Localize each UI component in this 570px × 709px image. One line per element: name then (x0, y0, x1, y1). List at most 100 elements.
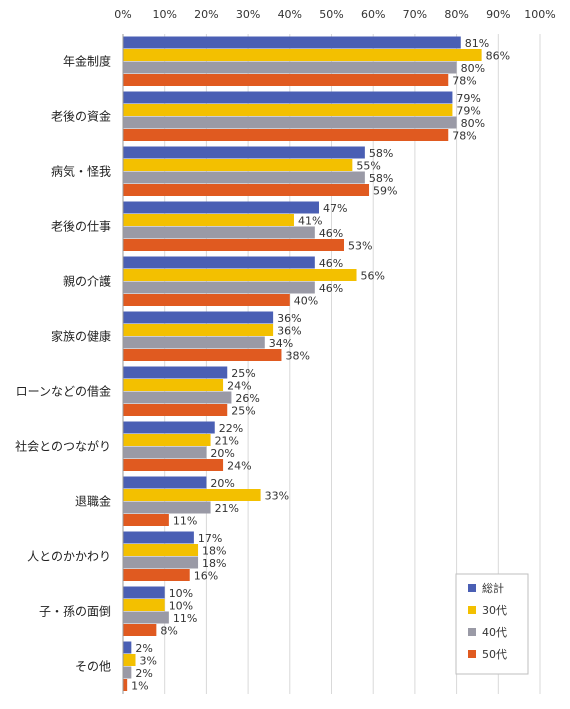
x-axis-ticks: 0% 10% 20% 30% 40% 50% 60% 70% 80% 90% 100% (114, 8, 555, 21)
x-tick-label: 0% (114, 8, 131, 21)
data-label: 8% (160, 625, 177, 638)
data-label: 40% (294, 295, 318, 308)
category-label: その他 (75, 660, 111, 674)
data-label: 25% (231, 367, 255, 380)
bar (123, 324, 274, 336)
bar (123, 544, 199, 556)
bar (123, 336, 265, 349)
bar (123, 379, 224, 391)
legend-label: 総計 (482, 581, 504, 595)
data-label: 11% (173, 515, 197, 528)
data-label: 1% (131, 680, 148, 693)
data-label: 34% (269, 337, 293, 350)
gridlines (164, 34, 541, 694)
data-label: 38% (285, 350, 309, 363)
x-tick-label: 60% (361, 8, 385, 21)
legend-label: 40代 (482, 626, 507, 639)
category-label: 老後の資金 (51, 109, 111, 124)
bar (123, 446, 207, 459)
bar (123, 556, 199, 569)
bar (123, 201, 319, 214)
data-label: 16% (194, 570, 218, 583)
bar (123, 281, 315, 294)
bar (123, 104, 453, 116)
legend-swatch (468, 606, 476, 614)
category-label: 退職金 (75, 494, 111, 509)
data-label: 21% (215, 435, 239, 448)
data-label: 22% (219, 422, 243, 435)
bar (123, 146, 365, 159)
data-label: 86% (486, 50, 510, 63)
bar (123, 311, 274, 324)
x-tick-label: 80% (444, 8, 468, 21)
data-label: 10% (169, 600, 193, 613)
data-label: 80% (461, 62, 485, 75)
data-label: 59% (373, 185, 397, 198)
category-label: 老後の仕事 (51, 220, 111, 234)
data-label: 79% (456, 105, 480, 118)
bar (123, 654, 136, 666)
data-label: 58% (369, 172, 393, 185)
data-label: 18% (202, 557, 226, 570)
x-tick-label: 100% (524, 8, 555, 21)
data-label: 25% (231, 405, 255, 418)
category-labels: 年金制度老後の資金病気・怪我老後の仕事親の介護家族の健康ローンなどの借金社会との… (15, 54, 111, 674)
category-label: 子・孫の面倒 (39, 605, 111, 619)
bar (123, 349, 282, 361)
bar (123, 226, 315, 239)
bar (123, 586, 165, 599)
bar (123, 404, 228, 416)
category-label: 病気・怪我 (51, 164, 111, 179)
data-label: 58% (369, 147, 393, 160)
bar (123, 91, 453, 104)
bar (123, 611, 169, 624)
category-label: 親の介護 (63, 274, 111, 289)
data-label: 20% (210, 447, 234, 460)
data-label: 78% (452, 75, 476, 88)
data-label: 24% (227, 460, 251, 473)
x-tick-label: 40% (278, 8, 302, 21)
data-label: 24% (227, 380, 251, 393)
data-label: 33% (265, 490, 289, 503)
data-label: 2% (135, 642, 152, 655)
bar (123, 74, 449, 86)
bar (123, 514, 169, 526)
bar (123, 61, 457, 74)
data-labels: 81%86%80%78%79%79%80%78%58%55%58%59%47%4… (131, 37, 510, 693)
data-label: 18% (202, 545, 226, 558)
data-label: 78% (452, 130, 476, 143)
bar (123, 476, 207, 489)
data-label: 79% (456, 92, 480, 105)
bar (123, 531, 194, 544)
category-label: 年金制度 (63, 54, 111, 69)
data-label: 46% (319, 282, 343, 295)
data-label: 53% (348, 240, 372, 253)
x-tick-label: 50% (319, 8, 343, 21)
bar (123, 36, 461, 49)
x-tick-label: 30% (236, 8, 260, 21)
data-label: 17% (198, 532, 222, 545)
data-label: 46% (319, 257, 343, 270)
legend-label: 30代 (482, 604, 507, 617)
x-tick-label: 10% (152, 8, 176, 21)
data-label: 20% (210, 477, 234, 490)
data-label: 36% (277, 312, 301, 325)
bar (123, 239, 345, 251)
bar (123, 391, 232, 404)
data-label: 47% (323, 202, 347, 215)
bar (123, 459, 224, 471)
legend-swatch (468, 584, 476, 592)
data-label: 26% (235, 392, 259, 405)
bar (123, 489, 261, 501)
category-label: ローンなどの借金 (16, 384, 111, 399)
data-label: 36% (277, 325, 301, 338)
category-label: 人とのかかわり (27, 550, 111, 564)
bar (123, 214, 294, 226)
bar (123, 159, 353, 171)
bar (123, 129, 449, 141)
bar (123, 624, 157, 636)
legend-swatch (468, 628, 476, 636)
bar (123, 679, 128, 691)
bar (123, 366, 228, 379)
